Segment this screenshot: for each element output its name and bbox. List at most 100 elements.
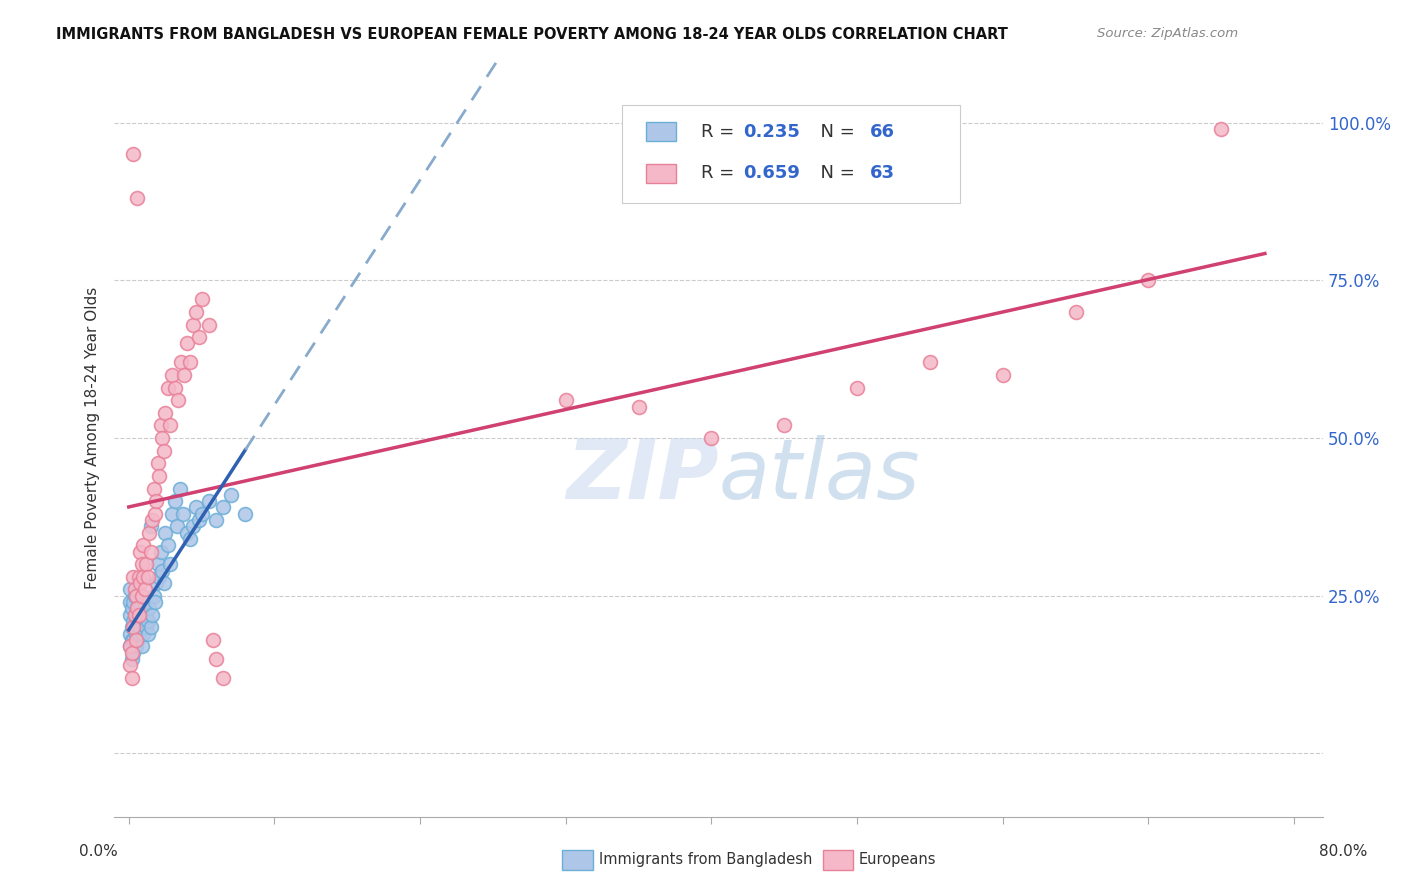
Point: [131, 614, 153, 628]
Point: [554, 393, 576, 408]
Point: [122, 632, 145, 647]
Point: [149, 418, 172, 433]
Point: [129, 576, 152, 591]
FancyBboxPatch shape: [621, 105, 960, 203]
Text: 66: 66: [870, 122, 894, 141]
Point: [122, 147, 145, 161]
Point: [166, 519, 188, 533]
Point: [139, 544, 162, 558]
Point: [120, 639, 142, 653]
Point: [127, 601, 149, 615]
Text: 80.0%: 80.0%: [1319, 845, 1367, 859]
Text: Immigrants from Bangladesh: Immigrants from Bangladesh: [599, 853, 813, 867]
Point: [139, 620, 162, 634]
Point: [153, 525, 176, 540]
Point: [125, 639, 148, 653]
Point: [190, 293, 212, 307]
Point: [135, 607, 157, 622]
Point: [127, 620, 149, 634]
Point: [219, 488, 242, 502]
Point: [159, 418, 181, 433]
Point: [181, 318, 204, 332]
Point: [124, 607, 146, 622]
Point: [152, 576, 174, 591]
Point: [129, 601, 152, 615]
Point: [131, 639, 153, 653]
Point: [198, 318, 221, 332]
Point: [122, 570, 145, 584]
Point: [124, 582, 146, 597]
FancyBboxPatch shape: [647, 163, 676, 183]
Point: [159, 558, 181, 572]
Point: [165, 381, 187, 395]
Point: [184, 500, 207, 515]
Point: [145, 576, 167, 591]
Point: [146, 456, 169, 470]
Point: [121, 601, 143, 615]
Point: [991, 368, 1014, 382]
Point: [627, 400, 650, 414]
Point: [134, 595, 156, 609]
Point: [121, 652, 143, 666]
Point: [1064, 305, 1087, 319]
Point: [773, 418, 796, 433]
Point: [202, 632, 225, 647]
Point: [172, 507, 194, 521]
Point: [918, 355, 941, 369]
Point: [136, 614, 159, 628]
Point: [146, 558, 169, 572]
Text: N =: N =: [810, 164, 860, 182]
Point: [153, 406, 176, 420]
Point: [846, 381, 869, 395]
Point: [121, 671, 143, 685]
Point: [131, 558, 153, 572]
Point: [212, 671, 235, 685]
Point: [125, 626, 148, 640]
Point: [181, 519, 204, 533]
Text: atlas: atlas: [718, 435, 921, 516]
Point: [132, 607, 155, 622]
Point: [170, 355, 193, 369]
Point: [1137, 273, 1160, 287]
Point: [190, 507, 212, 521]
Point: [128, 626, 150, 640]
Point: [124, 589, 146, 603]
Point: [122, 646, 145, 660]
Point: [129, 544, 152, 558]
Point: [150, 431, 173, 445]
Text: R =: R =: [700, 122, 740, 141]
Point: [233, 507, 256, 521]
Text: 0.0%: 0.0%: [79, 845, 118, 859]
Point: [121, 632, 143, 647]
Point: [128, 570, 150, 584]
Point: [150, 564, 173, 578]
Point: [136, 626, 159, 640]
Point: [132, 570, 155, 584]
Text: 0.235: 0.235: [742, 122, 800, 141]
Point: [121, 620, 143, 634]
Point: [205, 513, 228, 527]
Point: [152, 443, 174, 458]
Point: [120, 626, 142, 640]
Point: [122, 595, 145, 609]
Point: [125, 589, 148, 603]
Point: [131, 589, 153, 603]
Point: [143, 595, 166, 609]
Point: [127, 191, 149, 205]
Point: [142, 589, 165, 603]
Point: [148, 469, 170, 483]
Point: [157, 381, 180, 395]
Y-axis label: Female Poverty Among 18-24 Year Olds: Female Poverty Among 18-24 Year Olds: [86, 287, 100, 590]
Text: 63: 63: [870, 164, 894, 182]
Point: [120, 582, 142, 597]
Text: ZIP: ZIP: [567, 435, 718, 516]
Point: [700, 431, 723, 445]
Point: [176, 336, 198, 351]
Point: [125, 632, 148, 647]
Point: [162, 368, 184, 382]
Point: [148, 570, 170, 584]
Text: IMMIGRANTS FROM BANGLADESH VS EUROPEAN FEMALE POVERTY AMONG 18-24 YEAR OLDS CORR: IMMIGRANTS FROM BANGLADESH VS EUROPEAN F…: [56, 27, 1008, 42]
Point: [132, 626, 155, 640]
Point: [127, 632, 149, 647]
Point: [132, 538, 155, 552]
